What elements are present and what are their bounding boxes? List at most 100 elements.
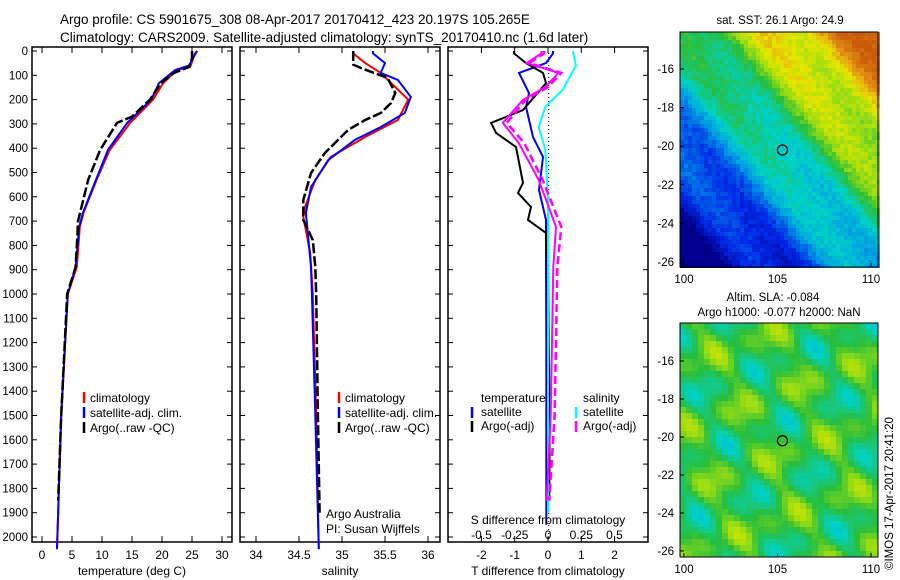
legend-label: Argo(..raw -QC) [345, 421, 430, 435]
sst-map-cell [752, 212, 756, 216]
sla-map-cell [746, 395, 752, 401]
sla-map-cell [794, 503, 800, 509]
sst-map-cell [816, 236, 820, 240]
sla-map-cell [710, 413, 716, 419]
sst-map-cell [708, 96, 712, 100]
sla-map-cell [866, 443, 872, 449]
sla-map-cell [866, 455, 872, 461]
sla-map-cell [788, 341, 794, 347]
sla-map-cell [686, 545, 692, 551]
sst-map-cell [692, 120, 696, 124]
sst-map-cell [696, 256, 700, 260]
sst-map-cell [796, 244, 800, 248]
sst-map-cell [732, 120, 736, 124]
sst-map-cell [688, 116, 692, 120]
sst-map-cell [832, 144, 836, 148]
sst-map-cell [712, 116, 716, 120]
sst-map-cell [780, 224, 784, 228]
sst-map-cell [688, 208, 692, 212]
sla-map-cell [812, 497, 818, 503]
sla-map-cell [872, 509, 878, 515]
sla-map-cell [848, 401, 854, 407]
sst-map-cell [756, 120, 760, 124]
sst-map-cell [864, 212, 868, 216]
sst-map-cell [756, 252, 760, 256]
sst-map-cell [696, 144, 700, 148]
sst-map-cell [688, 188, 692, 192]
sla-map-cell [836, 323, 842, 329]
sst-map-cell [816, 172, 820, 176]
sla-map-cell [692, 413, 698, 419]
sst-map-cell [816, 112, 820, 116]
sst-map-cell [744, 264, 748, 268]
sst-map-cell [836, 92, 840, 96]
sst-map-cell [764, 132, 768, 136]
sst-map-cell [704, 184, 708, 188]
sst-map-cell [696, 168, 700, 172]
sst-map-cell [712, 216, 716, 220]
sst-map-cell [740, 36, 744, 40]
sla-map-cell [872, 467, 878, 473]
sla-map-cell [704, 515, 710, 521]
sst-map-cell [832, 112, 836, 116]
sst-map-cell [680, 84, 684, 88]
sst-map-cell [720, 144, 724, 148]
sst-map-cell [756, 132, 760, 136]
sla-map-cell [716, 359, 722, 365]
sst-map-cell [788, 76, 792, 80]
sst-map-cell [860, 92, 864, 96]
sst-map-cell [728, 88, 732, 92]
sst-map-cell [720, 236, 724, 240]
sla-map-cell [818, 467, 824, 473]
sla-map-cell [716, 461, 722, 467]
sst-map-cell [740, 88, 744, 92]
sst-map-cell [740, 240, 744, 244]
sst-map-cell [728, 248, 732, 252]
sst-map-cell [752, 108, 756, 112]
sst-map-cell [764, 248, 768, 252]
sla-map-cell [734, 551, 740, 557]
sst-map-cell [712, 248, 716, 252]
sla-map-cell [698, 401, 704, 407]
sst-map-cell [788, 100, 792, 104]
sst-map-cell [760, 228, 764, 232]
sst-map-cell [720, 216, 724, 220]
sst-map-cell [784, 228, 788, 232]
sst-map-cell [840, 208, 844, 212]
sst-map-cell [788, 156, 792, 160]
sst-map-cell [792, 160, 796, 164]
sst-map-cell [712, 100, 716, 104]
sst-map-cell [772, 152, 776, 156]
sla-map-cell [704, 407, 710, 413]
sst-map-cell [708, 252, 712, 256]
sst-map-cell [868, 120, 872, 124]
sst-map-cell [684, 80, 688, 84]
depth-tick-label: 1200 [2, 338, 28, 350]
sst-map-cell [796, 260, 800, 264]
sst-map-cell [804, 44, 808, 48]
sla-map-cell [818, 491, 824, 497]
sst-map-cell [712, 136, 716, 140]
sst-map-cell [856, 88, 860, 92]
sst-map-cell [700, 208, 704, 212]
sst-map-cell [868, 156, 872, 160]
sla-map-cell [848, 437, 854, 443]
sla-map-cell [722, 473, 728, 479]
sst-map-cell [828, 220, 832, 224]
sst-map-cell [860, 80, 864, 84]
sst-map-cell [724, 68, 728, 72]
sst-map-cell [760, 84, 764, 88]
sst-map-cell [824, 100, 828, 104]
sst-map-cell [736, 260, 740, 264]
sst-map-cell [836, 216, 840, 220]
sst-map-cell [804, 40, 808, 44]
sst-map-cell [772, 92, 776, 96]
sla-map-cell [722, 359, 728, 365]
sst-map-cell [736, 76, 740, 80]
sla-map-cell [854, 353, 860, 359]
sst-map-cell [872, 196, 876, 200]
sst-map-cell [816, 116, 820, 120]
sst-map-cell [780, 256, 784, 260]
sst-map-cell [752, 244, 756, 248]
